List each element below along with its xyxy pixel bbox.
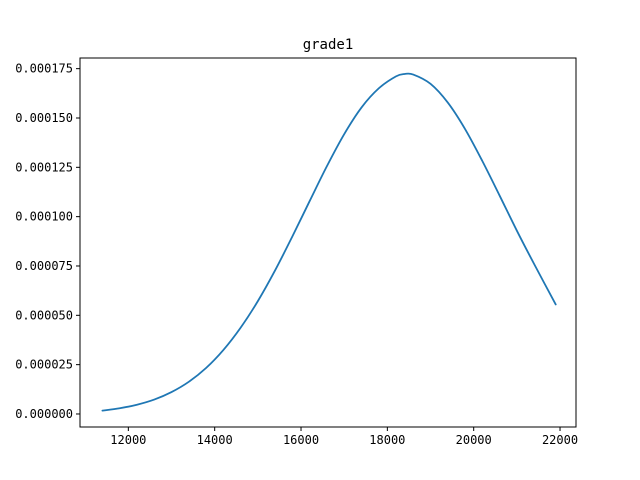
x-tick-label: 16000 (283, 433, 319, 447)
y-tick-label: 0.000175 (15, 62, 73, 76)
chart-title: grade1 (303, 37, 354, 53)
y-tick-label: 0.000075 (15, 259, 73, 273)
x-tick-label: 20000 (456, 433, 492, 447)
y-tick-label: 0.000100 (15, 210, 73, 224)
y-tick-label: 0.000125 (15, 160, 73, 174)
plot-area (79, 57, 577, 428)
density-curve (101, 72, 557, 412)
series-layer (101, 72, 557, 412)
x-axis: 12000 14000 16000 18000 20000 22000 (110, 427, 578, 447)
y-tick-label: 0.000000 (15, 407, 73, 421)
y-tick-label: 0.000050 (15, 308, 73, 322)
y-tick-label: 0.000150 (15, 111, 73, 125)
x-tick-label: 14000 (197, 433, 233, 447)
x-tick-label: 12000 (110, 433, 146, 447)
y-tick-label: 0.000025 (15, 358, 73, 372)
x-tick-label: 22000 (542, 433, 578, 447)
x-tick-label: 18000 (369, 433, 405, 447)
y-axis: 0.000000 0.000025 0.000050 0.000075 0.000100… (15, 62, 80, 421)
